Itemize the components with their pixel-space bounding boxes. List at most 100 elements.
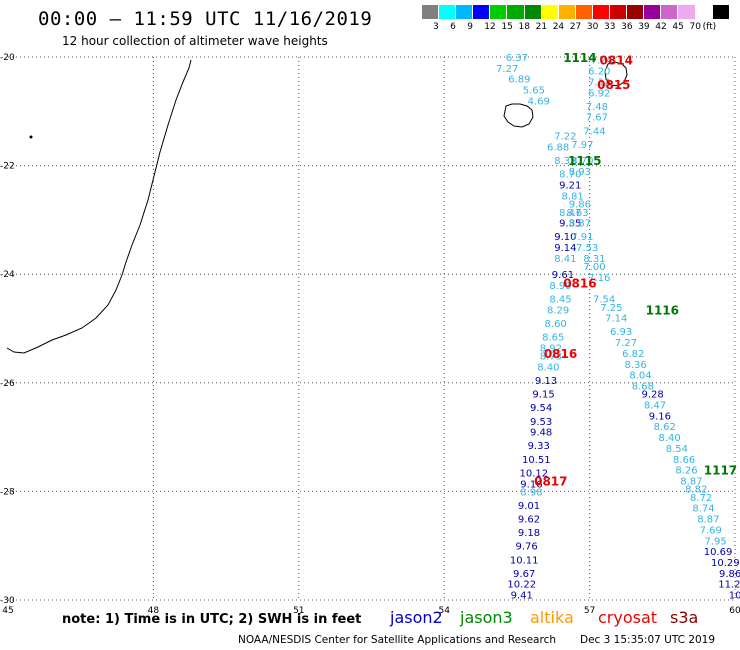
legend-swatch [712,5,730,19]
swh-value: 6.93 [610,327,632,338]
swh-value: 7.25 [600,303,622,314]
legend-swatch [592,5,611,19]
axis-labels: 45 48 51 54 57 60 -20 -22 -24 -26 -28 -30 [0,53,740,616]
swh-value: 10.29 [711,558,740,569]
y-tick-label: -20 [0,53,15,63]
pass-time-label: 0816 [544,347,577,361]
swh-value: 8.73 [540,352,562,363]
pass-time-label: 1114 [563,51,596,65]
swh-value: 7.53 [576,243,598,254]
swh-value: 7.48 [586,102,608,113]
satellite-altika: altika [530,608,574,627]
satellite-cryosat: cryosat [598,608,658,627]
legend-label: 39 [638,22,650,32]
swh-value: 9.35 [559,219,581,230]
swh-value: 8.82 [685,485,707,496]
swh-value: 10.12 [520,468,549,479]
swh-value: 6.88 [547,143,569,154]
legend-label: 24 [552,22,565,32]
note-text: note: 1) Time is in UTC; 2) SWH is in fe… [62,612,362,627]
swh-value: 7.67 [586,113,608,124]
swh-value: 9.13 [535,376,557,387]
pass-time-label: 1117 [704,464,737,478]
swh-value: 9.67 [513,569,535,580]
swh-value: 4.69 [528,96,550,107]
swh-value: 8.87 [697,515,719,526]
legend-label: 42 [655,22,667,32]
legend-swatch [695,5,713,19]
legend-label: (ft) [702,22,717,32]
legend-swatch [575,5,593,19]
swh-value: 9.16 [520,479,542,490]
swh-value: 8.41 [554,254,576,265]
y-tick-label: -28 [0,487,15,497]
swh-value: 9.21 [559,181,581,192]
swh-value: 8.40 [658,433,680,444]
y-tick-label: -30 [0,596,15,606]
swh-value: 9.14 [554,243,576,254]
legend-swatch [439,5,457,19]
swh-value: 9.10 [554,232,576,243]
swh-value: 9.62 [518,515,540,526]
x-tick-label: 48 [148,606,160,616]
pass-time-label: 1115 [568,154,601,168]
legend-label: 36 [621,22,633,32]
swh-value: 9.15 [532,390,554,401]
swh-value: 8.36 [625,360,647,371]
x-tick-label: 54 [438,606,450,616]
swh-value: 8.74 [692,504,714,515]
legend-swatch [473,5,491,19]
swh-value: 8.70 [559,170,581,181]
pass-time-label: 0817 [534,475,567,489]
legend-swatch [456,5,474,19]
swh-value: 8.63 [566,208,588,219]
swh-value: 9.16 [649,411,671,422]
swh-value: 9.18 [518,528,540,539]
swh-value: 8.72 [690,493,712,504]
swh-value: 8.65 [542,333,564,344]
coastlines [6,59,628,354]
madagascar-coastline [6,59,192,354]
swh-value: 8.38 [554,156,576,167]
swh-value: 7.97 [571,140,593,151]
swh-value: 7.00 [583,262,605,273]
legend-swatch [524,5,542,19]
swh-value: 8.81 [562,191,584,202]
x-tick-label: 45 [2,606,13,616]
swh-value: 9.86 [719,569,740,580]
swh-value: 7.27 [496,64,518,75]
legend-swatch [490,5,508,19]
swh-value: 10.8 [729,591,740,602]
swh-value: 8.47 [644,401,666,412]
swh-value: 8.99 [549,281,571,292]
swh-value: 8.54 [666,444,688,455]
satellite-s3a: s3a [670,608,699,627]
x-tick-label: 57 [584,606,595,616]
legend-label: 15 [501,22,513,32]
swh-value: 7.91 [571,232,593,243]
swh-value: 7.24 [591,56,613,67]
swh-value: 6.89 [508,75,530,86]
swh-value: 10.51 [522,455,551,466]
pass-time-label: 1116 [646,303,679,317]
legend-label: 45 [672,22,684,32]
swh-value: 10.69 [704,547,733,558]
swh-value: 8.92 [540,344,562,355]
swh-value: 8.29 [547,305,569,316]
color-scale-labels: 3 6 9 12 15 18 21 24 27 30 33 36 39 42 45 70 (ft) [422,22,740,34]
swh-value: 7.27 [615,338,637,349]
swh-value: 10.22 [507,580,536,591]
legend-swatch [644,5,662,19]
swh-observations: 6.377.276.895.654.697.246.207.126.927.48… [496,53,740,602]
swh-value: 7.12 [588,77,610,88]
legend-swatch [678,5,696,19]
swh-value: 6.92 [588,88,610,99]
legend-label: 3 [433,22,439,32]
legend-swatch [610,5,628,19]
y-tick-label: -22 [0,162,15,172]
swh-value: 9.76 [515,542,537,553]
satellite-jason2: jason2 [390,608,443,627]
satellite-jason3: jason3 [460,608,513,627]
swh-value: 7.54 [593,295,615,306]
